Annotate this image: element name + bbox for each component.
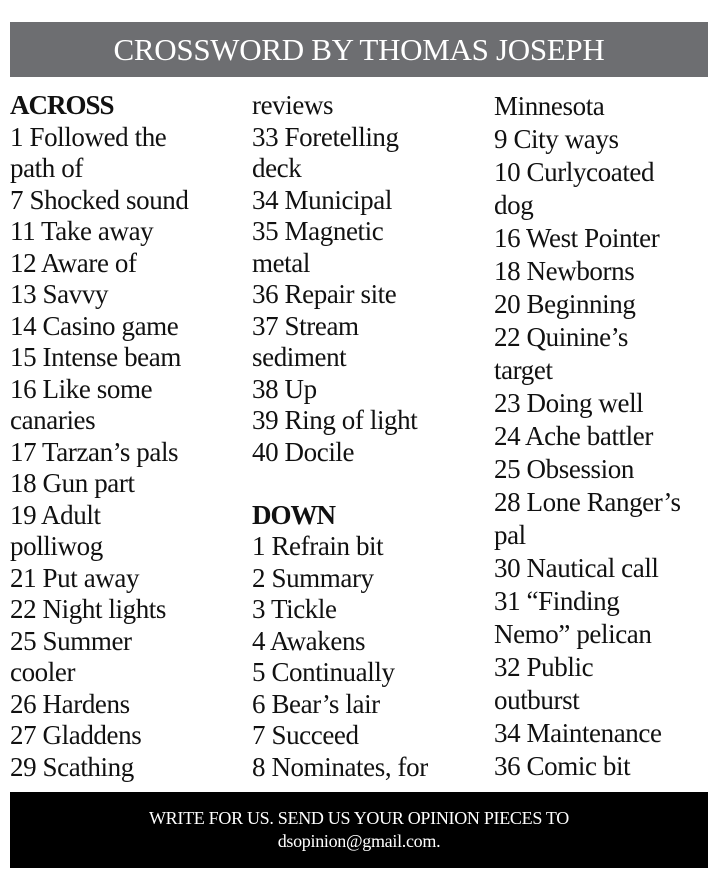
- clue-column-3: Minnesota 9 City ways 10 Curlycoated dog 16 …: [494, 90, 681, 783]
- clue-line: 23 Doing well: [494, 388, 644, 418]
- clue-line: 16 West Pointer: [494, 223, 660, 253]
- clue-line: 1 Refrain bit: [252, 531, 384, 561]
- clue-line: 22 Night lights: [10, 594, 167, 624]
- clue-line: polliwog: [10, 531, 103, 561]
- section-heading: ACROSS: [10, 90, 115, 120]
- clue-line: metal: [252, 247, 310, 278]
- clue-line: dog: [494, 190, 534, 220]
- clue-line: 10 Curlycoated: [494, 157, 655, 187]
- clue-line: 6 Bear’s lair: [252, 688, 380, 719]
- footer-banner: WRITE FOR US. SEND US YOUR OPINION PIECE…: [10, 792, 708, 868]
- clue-line: 22 Quinine’s: [494, 322, 628, 352]
- clue-line: canaries: [10, 405, 96, 435]
- clue-line: 12 Aware of: [10, 247, 137, 278]
- clue-line: 30 Nautical call: [494, 553, 659, 583]
- clue-line: 3 Tickle: [252, 594, 337, 624]
- clue-line: pal: [494, 520, 526, 550]
- clue-line: 7 Shocked sound: [10, 184, 189, 215]
- clue-line: 25 Obsession: [494, 454, 634, 484]
- clue-line: 26 Hardens: [10, 688, 130, 719]
- clue-line: Minnesota: [494, 91, 605, 121]
- clue-line: sediment: [252, 342, 347, 372]
- clue-line: path of: [10, 153, 83, 183]
- clue-line: cooler: [10, 657, 76, 687]
- clue-line: 20 Beginning: [494, 289, 636, 319]
- clue-line: 2 Summary: [252, 562, 374, 593]
- clue-line: 11 Take away: [10, 216, 154, 246]
- clue-line: 36 Repair site: [252, 279, 397, 309]
- clue-line: 35 Magnetic: [252, 216, 384, 246]
- clue-line: 4 Awakens: [252, 625, 366, 656]
- clue-line: 32 Public: [494, 652, 594, 682]
- clue-line: 18 Gun part: [10, 468, 135, 498]
- clue-line: 5 Continually: [252, 657, 395, 687]
- crossword-title-banner: CROSSWORD BY THOMAS JOSEPH: [10, 22, 708, 77]
- clue-line: outburst: [494, 685, 580, 715]
- clue-line: 39 Ring of light: [252, 405, 418, 435]
- footer-text: WRITE FOR US. SEND US YOUR OPINION PIECE…: [148, 808, 569, 828]
- clue-line: deck: [252, 153, 302, 183]
- clue-line: 8 Nominates, for: [252, 751, 428, 782]
- clue-line: 36 Comic bit: [494, 751, 631, 781]
- clue-column-2: reviews 33 Foretelling deck 34 Municipal 35 …: [252, 90, 428, 783]
- clue-line: Nemo” pelican: [494, 619, 652, 649]
- clue-line: 33 Foretelling: [252, 121, 399, 152]
- clue-line: 17 Tarzan’s pals: [10, 436, 179, 467]
- clue-line: 15 Intense beam: [10, 342, 181, 372]
- clue-line: 38 Up: [252, 373, 317, 404]
- clue-line: 18 Newborns: [494, 256, 635, 286]
- clue-line: 34 Municipal: [252, 184, 392, 215]
- clue-line: 16 Like some: [10, 373, 153, 404]
- clue-line: 25 Summer: [10, 625, 132, 656]
- clue-line: 1 Followed the: [10, 121, 167, 152]
- footer-email: dsopinion@gmail.com.: [277, 831, 441, 851]
- page-title: CROSSWORD BY THOMAS JOSEPH: [113, 31, 605, 67]
- clue-line: 31 “Finding: [494, 586, 620, 616]
- clue-line: 14 Casino game: [10, 310, 179, 341]
- section-heading: DOWN: [252, 499, 336, 530]
- clue-column-1: ACROSS 1 Followed the path of 7 Shocked sou…: [10, 90, 189, 783]
- clue-line: 7 Succeed: [252, 720, 359, 750]
- clue-line: 29 Scathing: [10, 751, 134, 782]
- clue-line: 19 Adult: [10, 499, 101, 530]
- clue-line: reviews: [252, 90, 334, 120]
- clue-line: 34 Maintenance: [494, 718, 662, 748]
- clue-line: 28 Lone Ranger’s: [494, 487, 681, 517]
- clue-line: 9 City ways: [494, 124, 619, 154]
- spacer: [252, 468, 428, 500]
- clue-line: 24 Ache battler: [494, 421, 653, 451]
- clue-line: 37 Stream: [252, 310, 359, 341]
- clue-line: 27 Gladdens: [10, 720, 142, 750]
- clue-line: 21 Put away: [10, 562, 140, 593]
- clue-line: 40 Docile: [252, 436, 355, 467]
- clue-line: target: [494, 355, 553, 385]
- clue-line: 13 Savvy: [10, 279, 109, 309]
